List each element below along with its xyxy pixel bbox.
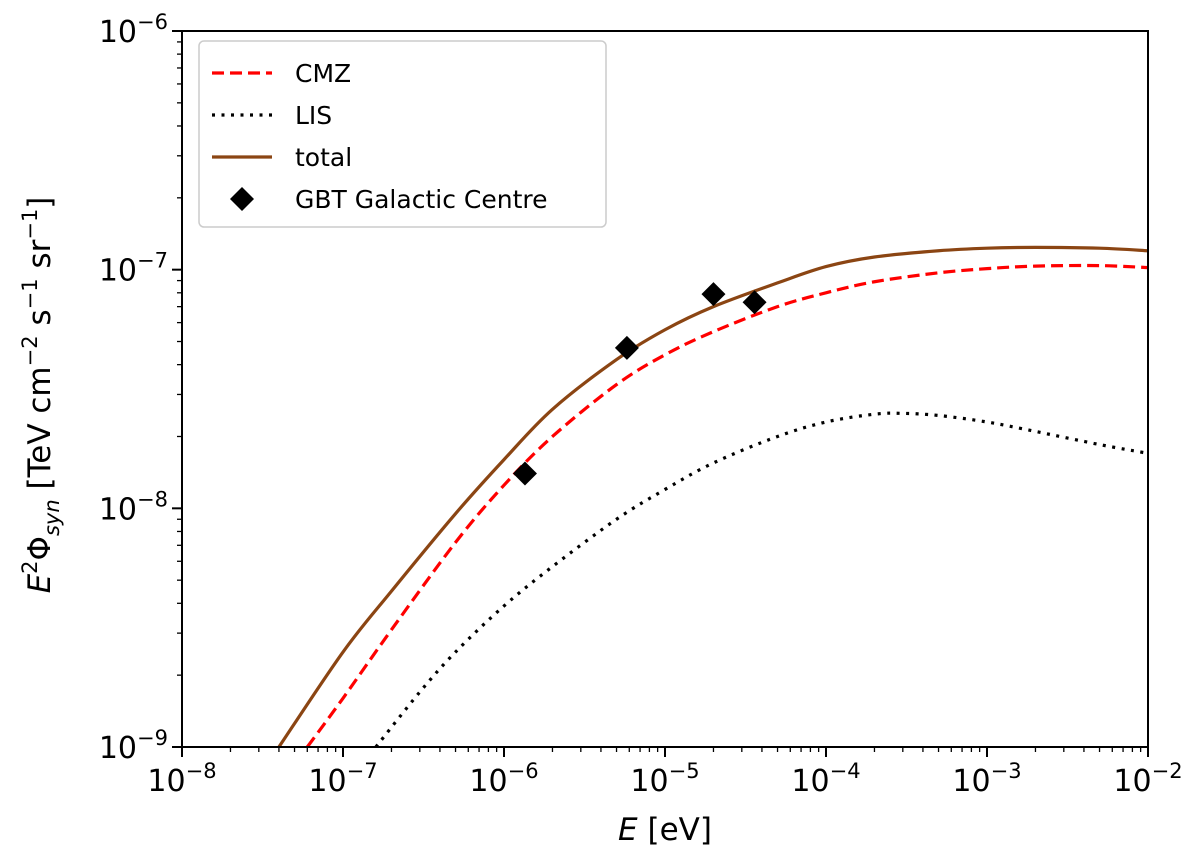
legend-label-cmz: CMZ	[295, 59, 351, 88]
data-points	[512, 282, 767, 486]
series-line-cmz	[305, 263, 1148, 747]
series-line-total	[277, 245, 1148, 747]
x-tick-label: 10−4	[791, 759, 860, 799]
x-axis-label: E [eV]	[618, 812, 712, 848]
gbt-data-point	[701, 282, 726, 307]
legend: CMZ LIS total GBT Galactic Centre	[198, 40, 607, 228]
y-tick-label: 10−7	[99, 249, 168, 289]
legend-box	[198, 40, 607, 228]
x-tick-label: 10−2	[1113, 759, 1182, 799]
gbt-data-point	[512, 461, 537, 486]
y-axis-label: E2Φsyn [TeV cm−2 s−1 sr−1]	[18, 197, 64, 594]
legend-label-gbt: GBT Galactic Centre	[295, 185, 547, 214]
legend-swatch-gbt-diamond	[230, 187, 254, 211]
plot-area	[277, 245, 1148, 747]
x-tick-label: 10−5	[630, 759, 699, 799]
axis-ticks	[172, 30, 1149, 757]
series-line-lis	[374, 411, 1148, 747]
x-tick-label: 10−3	[952, 759, 1021, 799]
y-tick-label: 10−8	[99, 487, 168, 527]
legend-label-lis: LIS	[295, 101, 332, 130]
legend-label-total: total	[295, 143, 352, 172]
y-tick-label: 10−9	[99, 726, 168, 766]
y-tick-label: 10−6	[99, 10, 168, 50]
x-tick-label: 10−8	[147, 759, 216, 799]
x-tick-label: 10−6	[469, 759, 538, 799]
gbt-data-point	[742, 290, 767, 315]
tick-labels: 10−8 10−7 10−6 10−5 10−4 10−3 10−210−910−810−7…	[99, 10, 1183, 799]
gbt-data-point	[614, 335, 639, 360]
x-tick-label: 10−7	[308, 759, 377, 799]
